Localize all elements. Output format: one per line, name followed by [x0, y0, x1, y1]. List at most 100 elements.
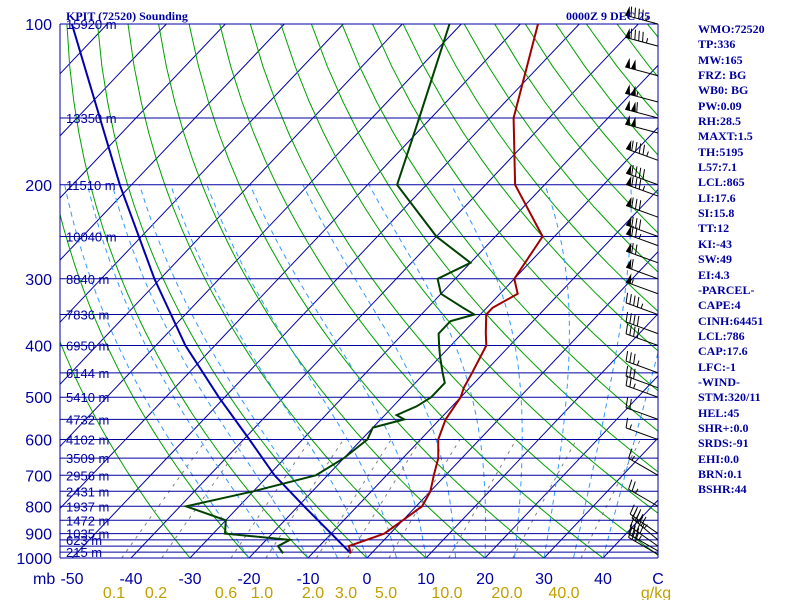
station-title: KPIT (72520) Sounding: [66, 9, 188, 23]
isotherm: [60, 24, 462, 448]
isotherm: [60, 24, 167, 137]
barb-flag: [630, 28, 633, 39]
index-line: WMO:72520: [698, 22, 765, 36]
barb-flag: [634, 244, 638, 255]
barb-pennant: [626, 139, 632, 151]
barb-flag: [634, 218, 638, 229]
wind-barb: [628, 524, 659, 552]
barb-flag: [629, 367, 632, 378]
height-label: 1035 m: [66, 527, 109, 542]
wind-barb: [625, 57, 659, 77]
barb-flag: [634, 7, 636, 18]
barb-flag: [629, 398, 632, 410]
barb-half-flag: [638, 233, 642, 239]
height-label: 2956 m: [66, 468, 109, 483]
barb-flag: [633, 295, 636, 306]
pressure-label: 200: [25, 178, 52, 195]
barb-flag: [625, 375, 629, 386]
index-line: CINH:64451: [698, 313, 764, 328]
barb-staff: [628, 537, 659, 555]
barb-pennant: [626, 164, 632, 175]
barb-flag: [629, 294, 632, 305]
barb-staff: [625, 92, 659, 103]
barb-flag: [636, 296, 640, 308]
mixing-ratio-line: [388, 439, 461, 558]
barb-staff: [625, 427, 659, 441]
index-line: SW:49: [698, 252, 733, 267]
isobars: [59, 23, 659, 559]
barb-half-flag: [636, 360, 640, 366]
isotherm: [60, 24, 285, 261]
barb-flag: [635, 531, 640, 542]
barb-flag: [633, 326, 636, 337]
index-line: EI:4.3: [698, 267, 730, 282]
wind-barb: [628, 448, 659, 476]
dry-adiabat: [280, 24, 658, 514]
moist-adiabat: [170, 184, 368, 558]
barb-flag: [638, 30, 640, 41]
wind-barb: [628, 527, 659, 555]
barb-pennant: [630, 59, 636, 70]
temp-tick-label: C: [652, 571, 664, 588]
barb-flag: [642, 144, 645, 155]
barb-flag: [634, 198, 638, 210]
barb-flag: [638, 8, 640, 19]
wind-barb: [625, 365, 659, 389]
barb-staff: [631, 517, 659, 541]
index-line: TH:5195: [698, 144, 744, 159]
isotherm: [307, 188, 658, 558]
barb-flag: [638, 219, 642, 230]
barb-flag: [636, 315, 640, 327]
barb-flag: [629, 325, 632, 336]
barb-flag: [636, 102, 638, 113]
barb-staff: [625, 66, 659, 77]
mixing-ratio-label: 20.0: [491, 585, 522, 600]
barb-staff: [629, 526, 659, 547]
barb-staff: [625, 281, 659, 295]
temp-tick-label: -20: [237, 571, 260, 588]
barb-staff: [625, 123, 659, 134]
mixing-ratio-line: [230, 439, 311, 558]
index-line: MW:165: [698, 52, 743, 67]
barb-flag: [634, 141, 638, 153]
temp-tick-label: 30: [535, 571, 553, 588]
indices-panel: WMO:72520 TP:336 MW:165 FRZ: BG WB0: BG PW:0.…: [698, 22, 798, 498]
barb-flag: [630, 6, 633, 17]
barb-flag: [625, 323, 629, 334]
pressure-label: 700: [25, 468, 52, 485]
wind-barb: [625, 100, 659, 119]
index-line: TT:12: [698, 221, 730, 236]
barb-staff: [625, 407, 659, 420]
index-line: BSHR:44: [698, 482, 747, 497]
barb-flag: [631, 481, 636, 492]
barb-staff: [625, 321, 659, 335]
barb-staff: [629, 513, 659, 534]
barb-flag: [631, 140, 634, 151]
mixing-ratio-label: 0.1: [103, 585, 125, 600]
barb-pennant: [625, 6, 630, 17]
barb-pennant: [625, 100, 630, 111]
barb-flag: [638, 179, 642, 190]
mixing-ratio-label: 2.0: [302, 585, 324, 600]
temp-tick-label: 40: [594, 571, 612, 588]
barb-flag: [631, 259, 634, 270]
wind-barb: [625, 417, 659, 441]
barb-staff: [628, 533, 659, 552]
temperature-trace: [347, 24, 544, 554]
barb-flag: [634, 29, 636, 40]
barb-half-flag: [633, 383, 636, 389]
index-line: LCL:786: [698, 328, 745, 343]
isotherm: [60, 24, 226, 199]
wind-barb: [625, 258, 659, 280]
wind-barb: [625, 375, 659, 398]
barb-pennant: [626, 242, 632, 253]
barb-flag: [636, 509, 642, 519]
moist-adiabat: [111, 184, 309, 558]
dewpoint-trace: [182, 24, 477, 554]
mixing-ratio-label: 40.0: [548, 585, 579, 600]
wind-barb: [625, 397, 659, 420]
barb-half-flag: [636, 91, 639, 97]
wind-barb: [629, 504, 659, 534]
